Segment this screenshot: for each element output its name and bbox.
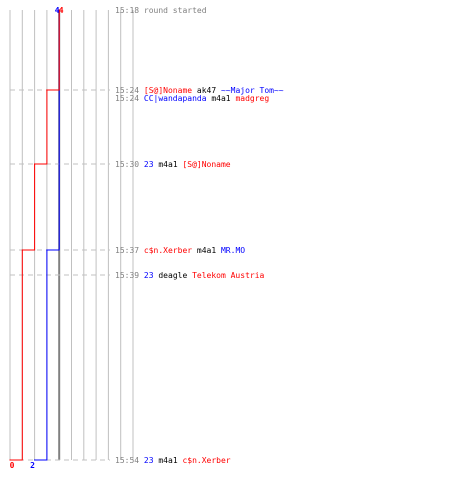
log-timestamp: 15:30	[115, 160, 139, 169]
kill-log: 15:18 round started 15:24 [S@]Noname ak47…	[115, 6, 284, 465]
grid-layer	[9, 10, 134, 460]
log-timestamp: 15:37	[115, 246, 139, 255]
log-weapon: ak47	[192, 86, 216, 95]
log-entry: 15:24 CC|wandapanda m4a1 madgreg	[115, 94, 269, 103]
team_b-score-point	[58, 9, 60, 11]
team_a-end-label: 2	[30, 461, 35, 470]
log-weapon: deagle	[154, 271, 188, 280]
log-player: MR.MO	[216, 246, 245, 255]
team_a-score-point	[34, 459, 36, 461]
series-layer	[9, 9, 60, 461]
log-timestamp: 15:54	[115, 456, 139, 465]
log-entry: 15:30 23 m4a1 [S@]Noname	[115, 160, 231, 169]
team_a-start-label: 4	[55, 6, 60, 15]
log-timestamp: 15:24	[115, 86, 139, 95]
log-timestamp: 15:24	[115, 94, 139, 103]
log-weapon: m4a1	[154, 160, 178, 169]
log-player: [S@]Noname	[139, 86, 192, 95]
log-player: Telekom Austria	[187, 271, 264, 280]
log-entry: 15:37 c$n.Xerber m4a1 MR.MO	[115, 246, 245, 255]
log-weapon: m4a1	[192, 246, 216, 255]
log-weapon: m4a1	[154, 456, 178, 465]
log-entry: 15:54 23 m4a1 c$n.Xerber	[115, 456, 231, 465]
log-event: round started	[139, 6, 207, 15]
log-timestamp: 15:18	[115, 6, 139, 15]
log-player: 23	[139, 160, 154, 169]
log-entry: 15:18 round started	[115, 6, 207, 15]
team_b-score-point	[34, 163, 36, 165]
team_a-score-point	[46, 249, 48, 251]
log-player: c$n.Xerber	[139, 246, 192, 255]
team_b-start-label: 4	[59, 6, 64, 15]
event-guides	[10, 89, 110, 461]
log-entry: 15:39 23 deagle Telekom Austria	[115, 271, 265, 280]
log-player: ~~Major Tom~~	[216, 86, 284, 95]
team_b-score-point	[21, 249, 23, 251]
log-entry: 15:24 [S@]Noname ak47 ~~Major Tom~~	[115, 86, 284, 95]
log-player: 23	[139, 456, 154, 465]
team_b-score-point	[9, 459, 11, 461]
team_b-end-label: 0	[10, 461, 15, 470]
log-player: CC|wandapanda	[139, 94, 207, 103]
log-weapon: m4a1	[207, 94, 231, 103]
log-player: 23	[139, 271, 154, 280]
log-player: c$n.Xerber	[178, 456, 231, 465]
log-player: madgreg	[231, 94, 270, 103]
value-labels: 4 4 2 0	[10, 6, 64, 470]
team_b-score-point	[46, 89, 48, 91]
log-player: [S@]Noname	[178, 160, 231, 169]
log-timestamp: 15:39	[115, 271, 139, 280]
